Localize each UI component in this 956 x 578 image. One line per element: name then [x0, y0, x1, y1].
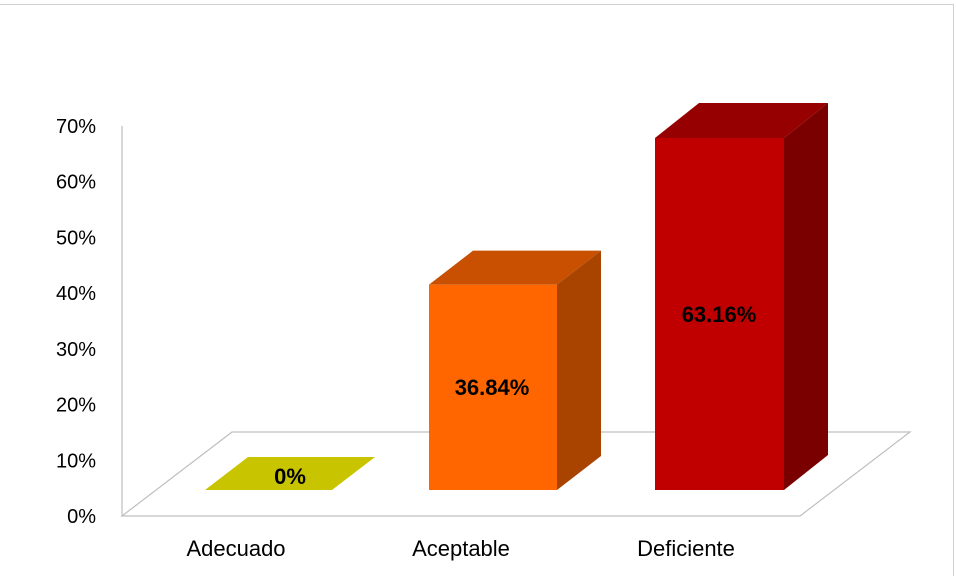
y-tick-label: 20%: [56, 395, 96, 417]
bar-face: [205, 457, 375, 490]
x-category-label: Deficiente: [637, 536, 735, 561]
bar-aceptable: [429, 250, 601, 490]
data-label: 36.84%: [455, 375, 530, 400]
y-tick-label: 10%: [56, 450, 96, 472]
bar-front-face: [655, 138, 784, 490]
bar-side-face: [557, 250, 601, 490]
x-category-label: Adecuado: [186, 536, 285, 561]
bar-deficiente: [655, 103, 828, 490]
bar-top-face: [655, 103, 828, 138]
bar-front-face: [429, 284, 557, 490]
bar-side-face: [784, 103, 828, 490]
y-tick-label: 50%: [56, 227, 96, 249]
y-tick-label: 0%: [67, 506, 96, 528]
data-label: 0%: [274, 464, 306, 489]
y-tick-label: 60%: [56, 172, 96, 194]
bar-top-face: [429, 250, 601, 285]
x-category-label: Aceptable: [412, 536, 510, 561]
chart-floor: [120, 431, 912, 517]
data-label: 63.16%: [682, 302, 757, 327]
y-tick-label: 70%: [56, 116, 96, 138]
chart-frame: [0, 4, 954, 576]
y-tick-label: 40%: [56, 283, 96, 305]
y-tick-label: 30%: [56, 339, 96, 361]
bar-adecuado: [205, 457, 375, 490]
